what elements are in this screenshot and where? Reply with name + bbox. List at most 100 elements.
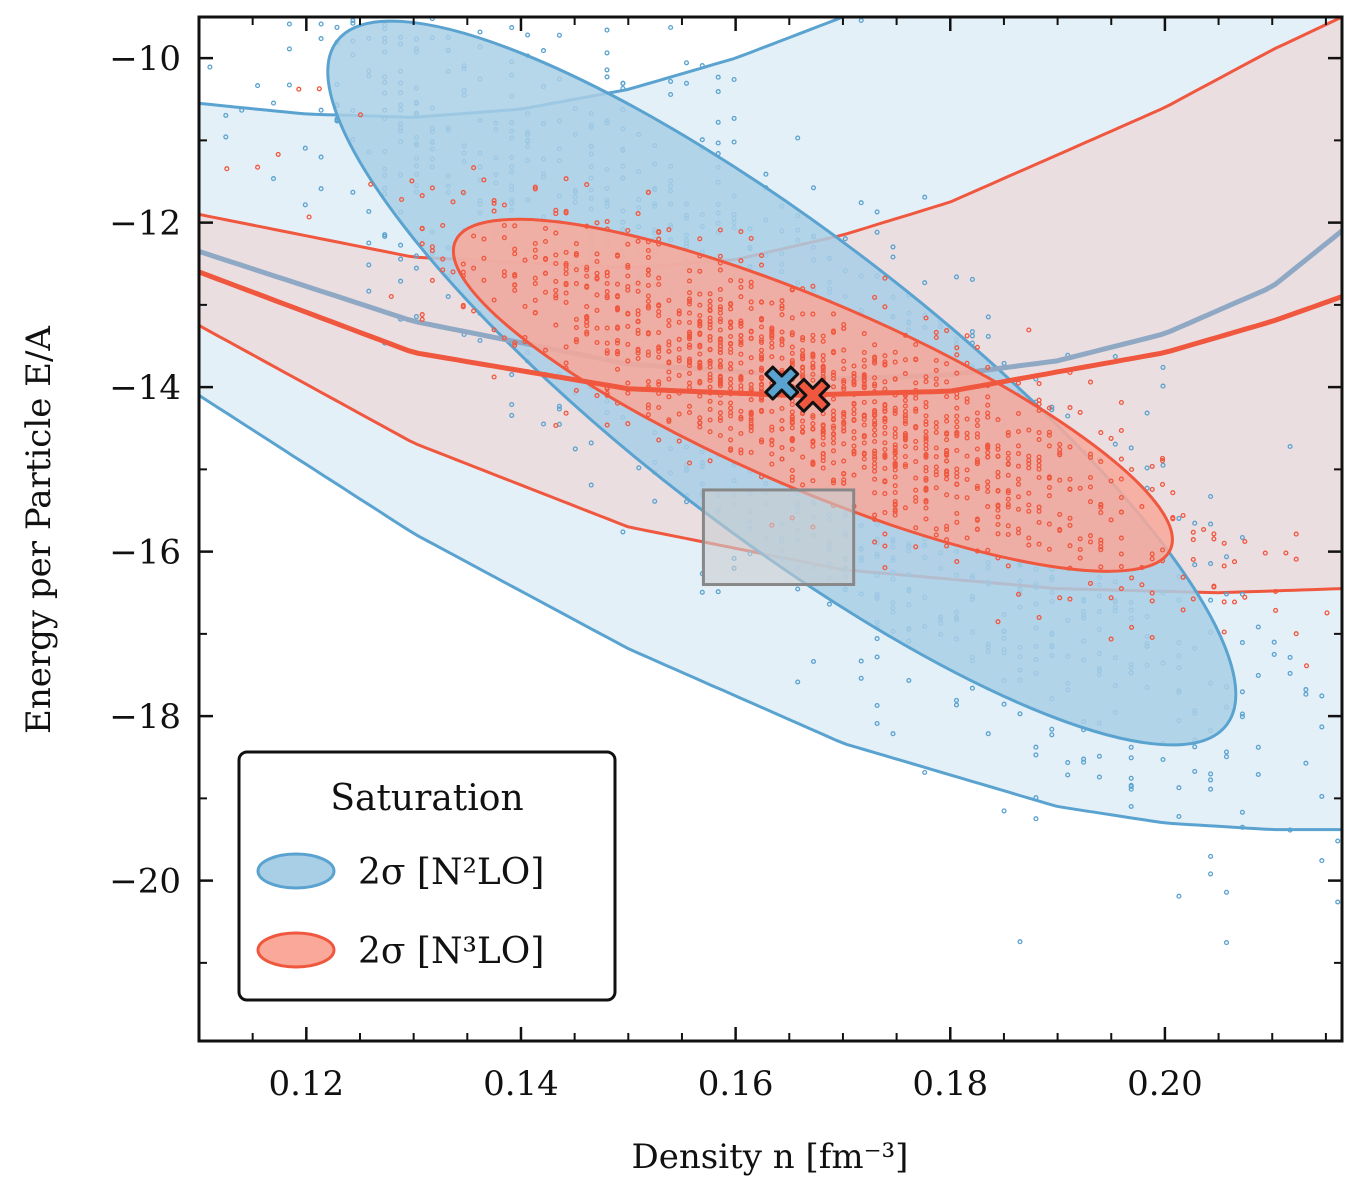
n3lo-sample-point [1098,459,1104,465]
n3lo-sample-point [645,303,651,309]
n3lo-sample-point [872,381,878,387]
n3lo-sample-point [1108,435,1114,441]
n3lo-sample-point [728,306,734,312]
n3lo-sample-point [892,489,898,496]
n3lo-sample-point [481,255,487,261]
n3lo-sample-point [748,449,754,455]
n3lo-sample-point [1118,427,1124,434]
n3lo-sample-point [604,325,610,331]
n3lo-sample-point [841,378,847,384]
n3lo-sample-point [728,341,734,347]
n3lo-sample-point [1118,494,1124,501]
n2lo-sample-point [985,314,991,320]
n2lo-sample-point [1096,753,1102,759]
n3lo-sample-point [686,298,693,304]
n3lo-sample-point [789,413,795,419]
n3lo-sample-point [255,164,261,170]
n3lo-sample-point [707,458,713,464]
n2lo-sample-point [1065,413,1071,419]
n3lo-sample-point [553,278,559,284]
n3lo-sample-point [800,347,806,353]
n3lo-sample-point [944,413,950,420]
n3lo-sample-point [758,439,765,445]
n3lo-sample-point [717,364,723,370]
n2lo-sample-point [366,288,372,294]
n3lo-sample-point [789,360,795,366]
n3lo-sample-point [1108,517,1114,523]
n3lo-sample-point [1149,463,1155,469]
n3lo-sample-point [902,415,908,421]
n3lo-sample-point [985,445,991,451]
n3lo-sample-point [913,341,919,348]
n3lo-sample-point [830,477,837,483]
n3lo-sample-point [913,380,919,386]
n3lo-sample-point [686,296,693,302]
n3lo-sample-point [676,336,682,342]
n2lo-sample-point [1319,724,1325,730]
n3lo-sample-point [1046,443,1052,449]
n3lo-sample-point [851,448,857,454]
n2lo-sample-point [1065,760,1071,766]
n3lo-sample-point [1324,610,1330,616]
n3lo-sample-point [789,477,795,483]
n2lo-sample-point [318,36,324,42]
n3lo-sample-point [954,405,960,411]
n3lo-sample-point [841,421,847,427]
n3lo-sample-point [1159,458,1166,464]
n3lo-sample-point [789,436,795,443]
n3lo-sample-point [1046,546,1052,552]
n3lo-sample-point [1098,504,1104,510]
n3lo-sample-point [1067,522,1073,528]
n2lo-sample-point [652,498,658,504]
n3lo-sample-point [913,445,919,451]
n3lo-sample-point [1139,504,1145,510]
n2lo-sample-point [1160,462,1166,468]
n3lo-sample-point [1149,486,1155,492]
n3lo-sample-point [830,384,837,390]
n3lo-sample-point [491,198,497,204]
n3lo-sample-point [974,548,980,554]
n3lo-sample-point [584,331,590,337]
n3lo-sample-point [851,382,857,388]
n3lo-sample-point [748,299,754,305]
n2lo-sample-point [540,421,547,427]
n2lo-sample-point [795,586,801,592]
n2lo-sample-point [270,176,277,182]
n3lo-sample-point [789,330,795,336]
n2lo-sample-point [1112,441,1118,447]
n3lo-sample-point [758,367,765,373]
n3lo-sample-point [933,454,939,460]
n2lo-sample-point [1033,752,1039,758]
n3lo-sample-point [1190,537,1196,543]
n3lo-sample-point [1087,499,1094,505]
n3lo-sample-point [471,265,477,271]
n3lo-sample-point [1077,485,1083,491]
n3lo-sample-point [861,372,867,378]
n3lo-sample-point [913,408,919,414]
x-tick-label: 0.20 [1127,1064,1203,1104]
n3lo-sample-point [851,451,857,457]
n3lo-sample-point [892,445,898,451]
n3lo-sample-point [419,316,425,322]
n3lo-sample-point [717,432,723,439]
n2lo-sample-point [413,265,419,271]
y-tick-label: −20 [109,862,181,902]
n2lo-sample-point [731,115,737,121]
n3lo-sample-point [995,514,1001,520]
n3lo-sample-point [789,344,795,350]
n3lo-sample-point [1057,511,1063,517]
n3lo-sample-point [892,410,898,416]
n3lo-sample-point [1201,526,1207,533]
n3lo-sample-point [933,464,939,470]
n3lo-sample-point [820,465,826,471]
n3lo-sample-point [614,252,621,258]
n2lo-sample-point [366,208,372,215]
n3lo-sample-point [944,451,950,457]
n3lo-sample-point [1015,451,1022,457]
n3lo-sample-point [717,410,723,416]
n3lo-sample-point [645,305,651,311]
n3lo-sample-point [985,488,991,495]
n3lo-sample-point [738,447,744,453]
n2lo-sample-point [922,769,928,776]
n3lo-sample-point [861,440,867,446]
